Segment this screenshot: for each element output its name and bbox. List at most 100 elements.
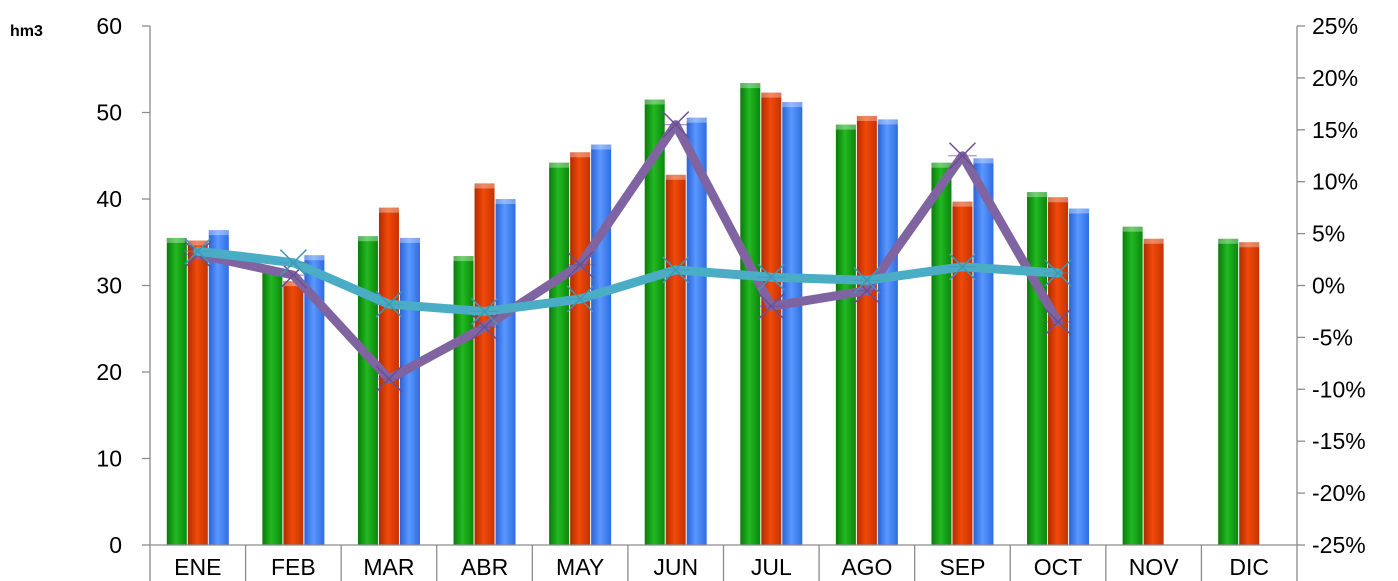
bar-top-highlight — [399, 237, 420, 243]
category-label: JUN — [653, 554, 698, 580]
right-tick-label: 20% — [1312, 65, 1358, 91]
bar-mark — [973, 158, 994, 545]
bar-mark — [187, 240, 208, 545]
right-tick-label: -15% — [1312, 428, 1366, 454]
bar-top-highlight — [378, 207, 399, 213]
left-axis-ticks: 0 10 20 30 40 50 60 — [96, 13, 150, 558]
bar-top-highlight — [761, 92, 782, 98]
bar-mark — [570, 152, 591, 546]
bar-top-highlight — [1069, 208, 1090, 214]
line-point-marker — [470, 297, 499, 325]
bar-mark — [262, 268, 283, 545]
line-point-marker — [852, 266, 882, 294]
bar-top-highlight — [1143, 238, 1164, 244]
left-tick-label: 10 — [96, 446, 122, 472]
bar-mark — [782, 102, 803, 546]
line-point-marker — [470, 313, 499, 341]
right-tick-label: -10% — [1312, 376, 1366, 402]
bar-mark — [357, 236, 378, 545]
line-point-marker — [374, 290, 404, 318]
left-tick-label: 20 — [96, 359, 122, 385]
bar-top-highlight — [665, 174, 686, 180]
bar-top-highlight — [357, 236, 378, 242]
bar-mark — [549, 162, 570, 546]
bar-mark — [644, 99, 665, 546]
category-label: MAY — [556, 554, 604, 580]
left-tick-label: 50 — [96, 100, 122, 126]
line-point-marker — [1043, 259, 1073, 287]
line-point-marker — [374, 365, 404, 393]
right-axis-ticks: -25% -20% -15% -10% -5% 0% 5% 10% 15% 20% 25% — [1297, 13, 1366, 558]
bar-mark — [761, 92, 782, 545]
category-label: SEP — [939, 554, 985, 580]
line-point-marker — [1043, 308, 1073, 336]
line-point-marker — [183, 237, 213, 265]
bar-mark — [495, 199, 516, 545]
right-tick-label: 0% — [1312, 273, 1345, 299]
bar-mark — [304, 255, 325, 545]
right-tick-label: -5% — [1312, 324, 1353, 350]
bar-mark — [931, 162, 952, 546]
bar-top-highlight — [304, 255, 325, 261]
line-series-path — [193, 120, 1063, 384]
bar-mark — [1218, 238, 1239, 546]
category-label: OCT — [1034, 554, 1083, 580]
bar-mark — [1069, 208, 1090, 545]
bar-top-highlight — [973, 158, 994, 164]
bar-top-highlight — [549, 162, 570, 168]
bar-mark — [399, 237, 420, 546]
bar-top-highlight — [474, 183, 495, 189]
line-point-marker — [948, 253, 977, 281]
bar-top-highlight — [835, 124, 856, 130]
right-tick-label: 15% — [1312, 117, 1358, 143]
bar-top-highlight — [495, 199, 516, 204]
bar-mark — [665, 174, 686, 545]
bar-mark — [1027, 192, 1048, 545]
line-series — [183, 111, 1073, 393]
category-label: NOV — [1129, 554, 1180, 580]
left-tick-label: 0 — [109, 532, 122, 558]
left-tick-label: 40 — [96, 186, 122, 212]
right-tick-label: -25% — [1312, 532, 1366, 558]
line-point-marker — [756, 292, 786, 320]
bar-mark — [952, 201, 973, 545]
right-tick-label: -20% — [1312, 480, 1366, 506]
category-label: MAR — [363, 554, 414, 580]
category-label: FEB — [271, 554, 316, 580]
y-axis-unit-label: hm3 — [10, 23, 43, 40]
bar-top-highlight — [1122, 226, 1143, 232]
bar-top-highlight — [740, 83, 761, 89]
bar-top-highlight — [283, 281, 304, 287]
bar-top-highlight — [952, 201, 973, 207]
bar-mark — [686, 117, 707, 545]
bar-top-highlight — [644, 99, 665, 105]
bar-mark — [1143, 238, 1164, 546]
line-point-marker — [661, 111, 691, 139]
right-tick-label: 25% — [1312, 13, 1358, 39]
bar-top-highlight — [1027, 192, 1048, 198]
bar-mark — [740, 83, 761, 545]
bar-top-highlight — [1048, 197, 1069, 203]
right-tick-label: 5% — [1312, 221, 1345, 247]
bar-mark — [835, 124, 856, 546]
bar-mark — [453, 256, 474, 545]
category-label: ABR — [461, 554, 508, 580]
bar-mark — [591, 144, 612, 545]
bar-top-highlight — [453, 256, 474, 262]
bar-top-highlight — [591, 144, 612, 150]
bar-mark — [208, 230, 229, 545]
left-tick-label: 30 — [96, 273, 122, 299]
line-series-path — [193, 246, 1063, 316]
bar-mark — [1239, 242, 1260, 545]
bar-mark — [166, 237, 187, 546]
bar-top-highlight — [1218, 238, 1239, 244]
bar-mark — [283, 281, 304, 545]
category-label: ENE — [174, 554, 221, 580]
line-point-marker — [948, 142, 977, 170]
line-point-marker — [661, 256, 691, 284]
right-tick-label: 10% — [1312, 169, 1358, 195]
line-point-marker — [565, 251, 595, 279]
category-label: AGO — [841, 554, 892, 580]
bar-top-highlight — [570, 152, 591, 158]
category-label: JUL — [751, 554, 792, 580]
